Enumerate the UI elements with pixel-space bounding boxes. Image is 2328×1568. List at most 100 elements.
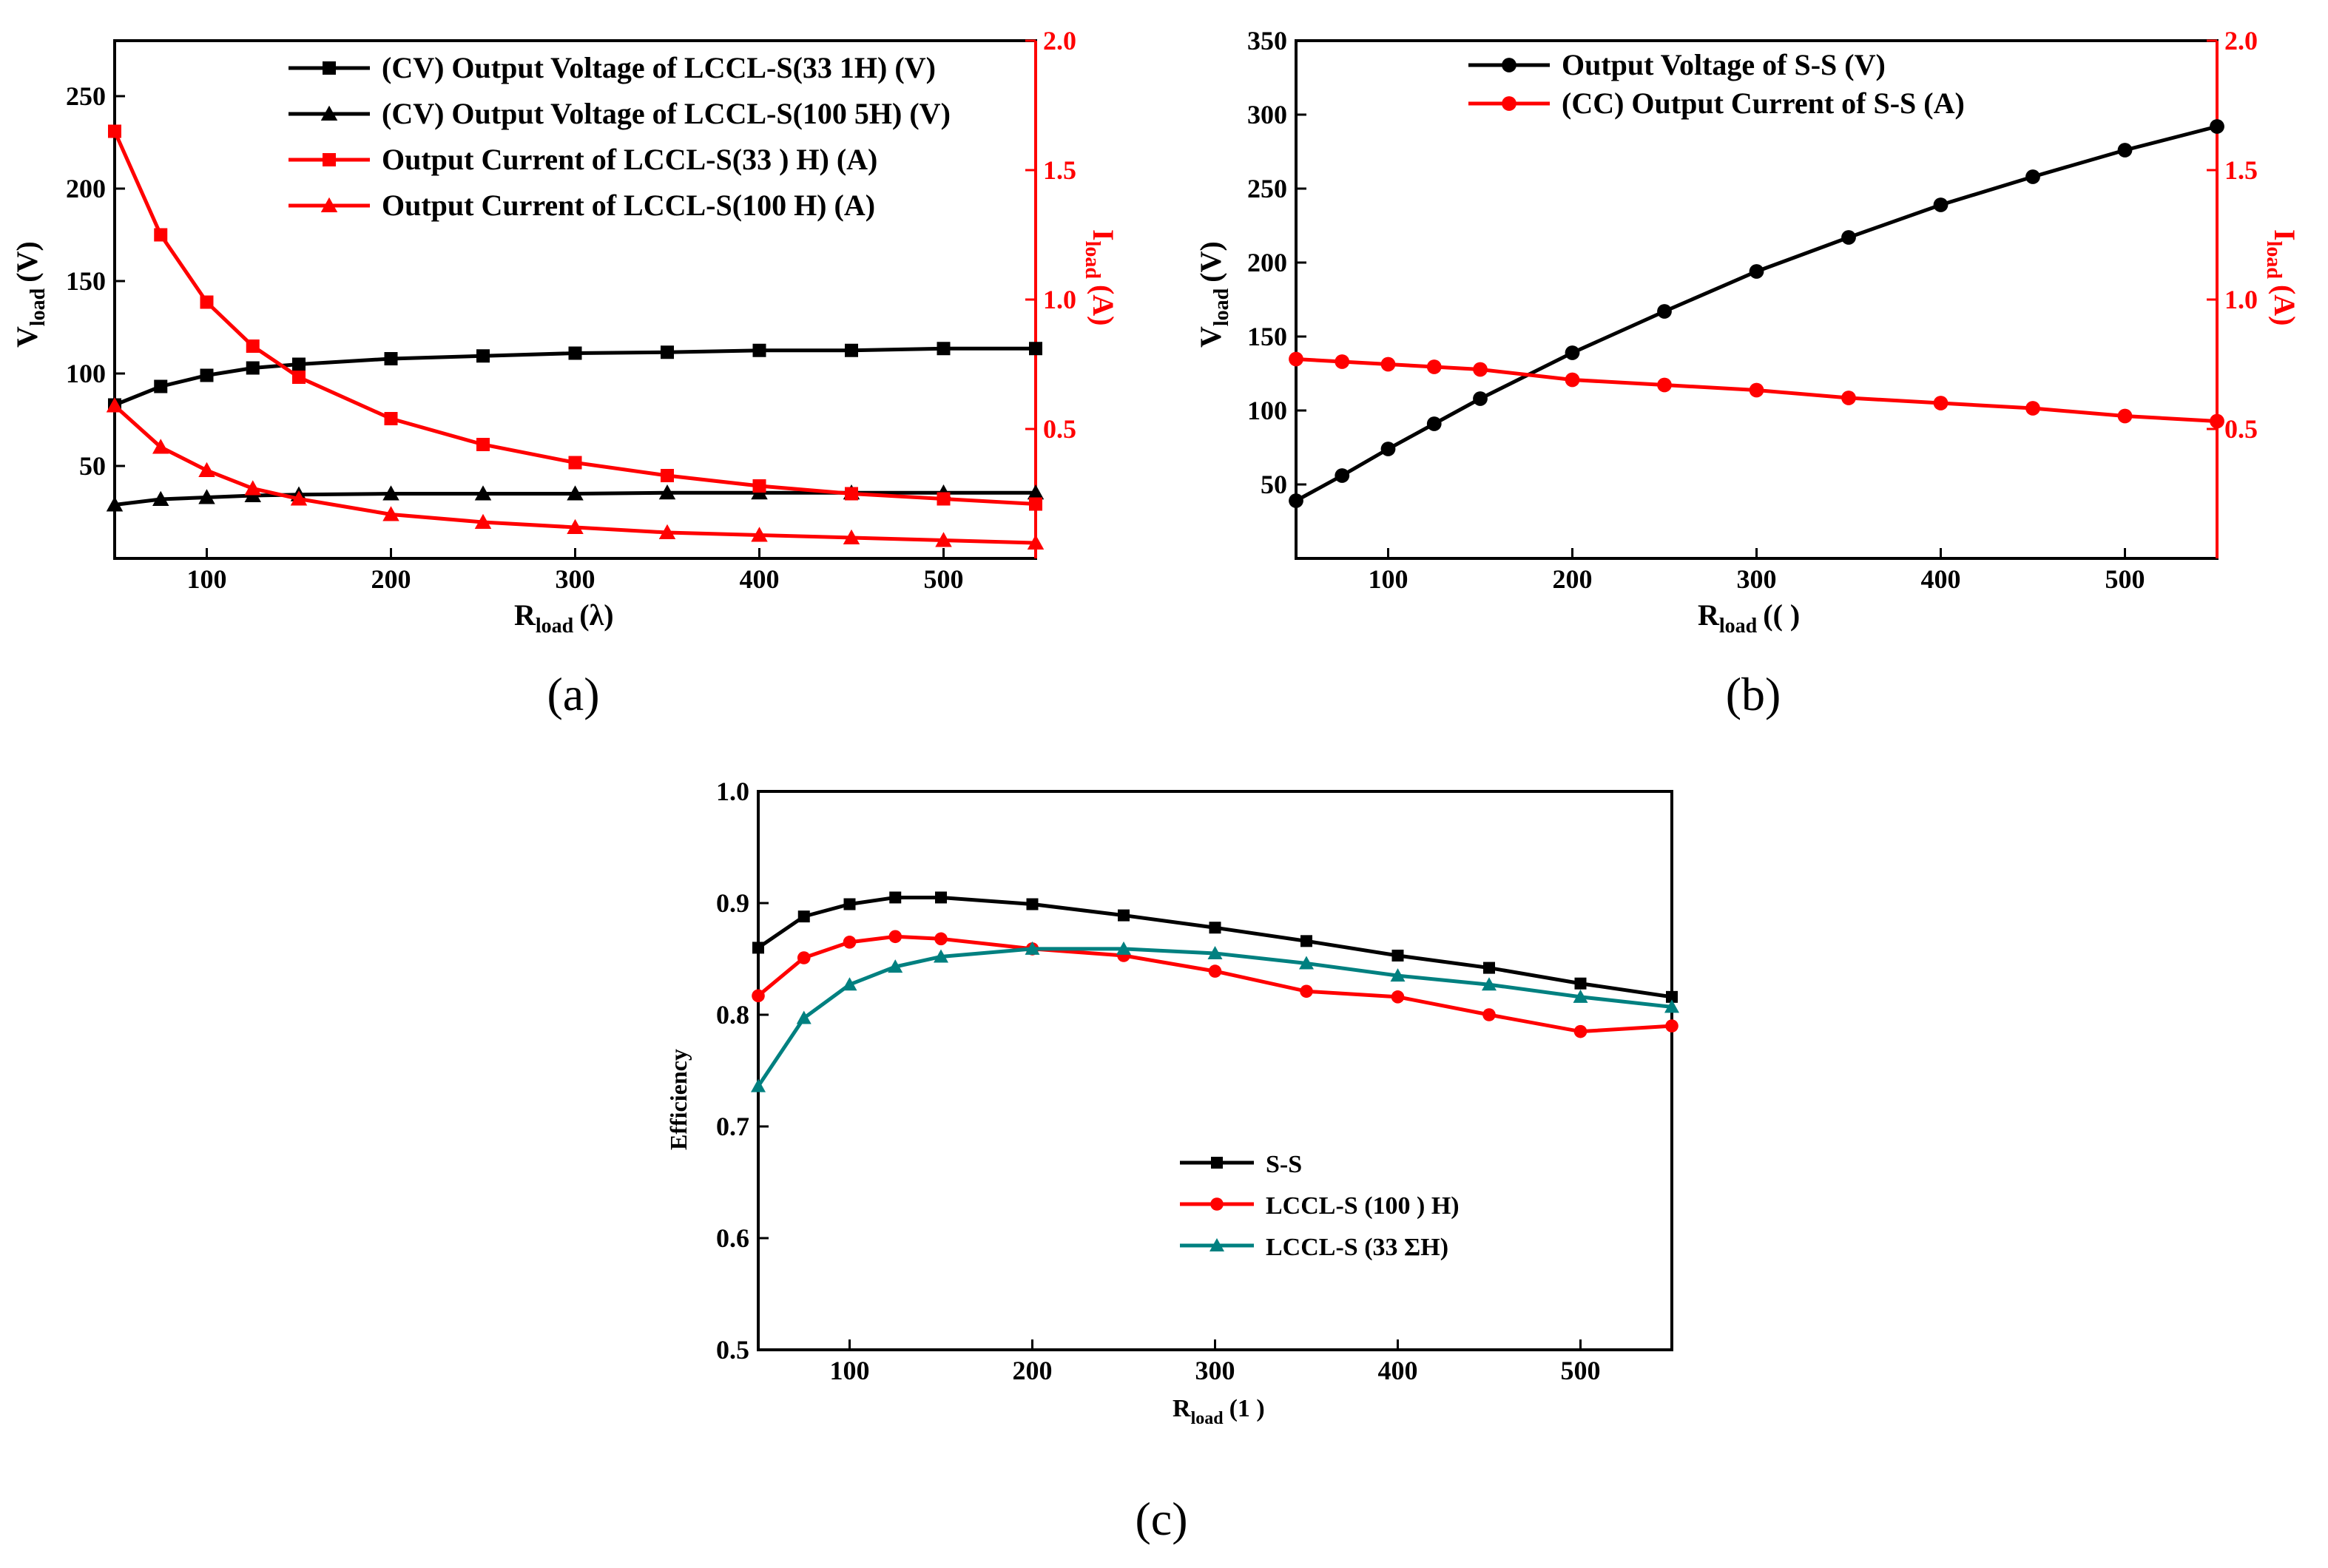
series-a (106, 124, 1045, 550)
data-point (1483, 962, 1495, 974)
data-point (1029, 342, 1042, 356)
data-point (106, 397, 124, 413)
panel-label-a: (a) (547, 668, 599, 720)
data-point (845, 487, 858, 501)
y-tick-label: 0.5 (716, 1335, 749, 1365)
data-point (1029, 497, 1042, 511)
x-tick-label: 100 (187, 564, 227, 594)
data-point (1335, 354, 1350, 369)
data-point (244, 480, 261, 496)
x-tick-label: 500 (924, 564, 964, 594)
data-point (934, 949, 948, 963)
x-tick-label: 400 (740, 564, 780, 594)
y-axis-label-left-a: Vload(V) (10, 241, 50, 348)
data-point (1473, 391, 1488, 406)
data-point (658, 484, 676, 500)
data-point (1933, 197, 1949, 212)
y-tick-label: 350 (1247, 26, 1287, 55)
data-point (246, 339, 260, 353)
data-point (1482, 977, 1497, 991)
legend-marker (1502, 96, 1516, 111)
x-tick-label: 300 (1737, 564, 1777, 594)
y-tick-label: 250 (66, 81, 106, 111)
y-axis-label-left-b: Vload(V) (1194, 241, 1233, 348)
data-point (842, 977, 857, 991)
data-point (935, 891, 947, 904)
legend-label: (CV) Output Voltage of LCCL-S(100 5H) (V… (382, 97, 951, 130)
data-point (1665, 1019, 1678, 1033)
data-point (1027, 534, 1045, 550)
panel-c: 100 200 300 400 500 0.5 0.6 0.7 0.8 0.9 1.0 S-S LCC… (665, 777, 1679, 1545)
x-tick-label: 400 (1921, 564, 1961, 594)
data-point (1025, 941, 1040, 955)
data-point (752, 343, 766, 357)
legend-label: Output Current of LCCL-S(33 ) H) (A) (382, 143, 877, 176)
y-axis-label-right-a: Iload(A) (1081, 229, 1120, 325)
data-point (1657, 377, 1672, 393)
data-point (1664, 999, 1679, 1013)
legend-marker (1502, 58, 1516, 72)
data-point (2025, 401, 2040, 416)
data-point (1565, 372, 1580, 388)
y-tick-label: 200 (1247, 248, 1287, 277)
axes-c: 100 200 300 400 500 0.5 0.6 0.7 0.8 0.9 1.0 (716, 777, 1601, 1385)
data-point (2025, 169, 2040, 184)
legend-label: Output Current of LCCL-S(100 H) (A) (382, 189, 875, 222)
y-tick-label: 0.9 (716, 888, 749, 918)
data-point (797, 910, 810, 923)
data-point (198, 462, 215, 477)
data-point (1118, 909, 1130, 922)
data-point (474, 485, 492, 501)
data-point (1209, 922, 1221, 934)
y-right-tick-label: 2.0 (2224, 26, 2258, 55)
data-point (292, 357, 306, 371)
legend-label: LCCL-S (33 ΣH) (1266, 1234, 1448, 1261)
plot-frame-c (757, 790, 1673, 1351)
data-point (934, 932, 948, 946)
data-point (152, 439, 169, 454)
x-tick-label: 100 (830, 1356, 870, 1385)
data-point (1335, 468, 1350, 483)
series-c (751, 891, 1679, 1092)
y-axis-label-right-b: Iload(A) (2262, 229, 2301, 325)
data-point (1666, 990, 1678, 1003)
x-axis-label-b: Rload(( ) (1698, 598, 1800, 638)
legend-label: S-S (1266, 1151, 1302, 1178)
data-point (752, 942, 764, 954)
series-line-1 (1295, 124, 2218, 503)
legend-label: Output Voltage of S-S (V) (1562, 48, 1886, 81)
data-point (752, 479, 766, 493)
data-point (1574, 977, 1587, 990)
x-tick-label: 200 (1553, 564, 1593, 594)
data-point (888, 959, 903, 973)
data-point (200, 368, 214, 382)
data-point (1289, 493, 1303, 508)
legend-c: S-S LCCL-S (100 ) H) LCCL-S (33 ΣH) (1180, 1151, 1460, 1261)
x-tick-label: 400 (1378, 1356, 1418, 1385)
y-right-tick-label: 1.5 (2224, 155, 2258, 185)
y-tick-label: 150 (66, 266, 106, 296)
data-point (1207, 945, 1223, 959)
data-point (889, 891, 902, 904)
x-tick-label: 300 (556, 564, 596, 594)
data-point (567, 485, 584, 501)
data-point (937, 342, 951, 356)
series-line-3 (112, 130, 1036, 506)
data-point (1380, 356, 1396, 372)
legend-marker (320, 197, 338, 212)
data-point (384, 412, 398, 425)
data-point (1482, 1008, 1496, 1021)
y-right-tick-label: 1.0 (2224, 285, 2258, 314)
y-tick-label: 50 (79, 451, 106, 481)
panel-label-b: (b) (1726, 668, 1781, 720)
data-point (1208, 964, 1222, 978)
axes-a: 100 200 300 400 500 50 100 150 200 250 0.5 1.0 1.5 2.… (66, 26, 1076, 594)
legend-label: (CV) Output Voltage of LCCL-S(33 1H) (V) (382, 51, 936, 84)
panel-b: 100 200 300 400 500 50 100 150 200 250 300 350 0.5 1.… (1194, 26, 2301, 720)
axes-b: 100 200 300 400 500 50 100 150 200 250 300 350 0.5 1.… (1247, 26, 2258, 594)
legend-label: LCCL-S (100 ) H) (1266, 1192, 1460, 1220)
data-point (935, 532, 952, 547)
data-point (1426, 359, 1442, 374)
y-tick-label: 250 (1247, 174, 1287, 203)
panel-a: 100 200 300 400 500 50 100 150 200 250 0.5 1.0 1.5 2.… (10, 26, 1120, 720)
